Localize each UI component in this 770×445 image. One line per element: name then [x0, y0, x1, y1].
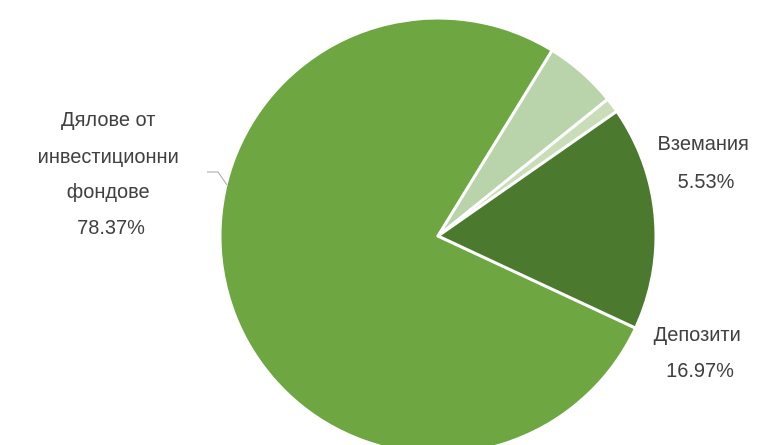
slice-label-receivables: Вземания 5.53% [658, 133, 755, 193]
slice-label-deposits: Депозити 16.97% [654, 324, 747, 382]
pie-slice-investment-funds [218, 16, 638, 445]
pie-slices [218, 16, 658, 445]
leader-line-investment-funds [207, 171, 228, 186]
slice-label-investment-funds: Дялове от инвестиционни фондове 78.37% [38, 109, 185, 239]
pie-slice-deposits [436, 109, 658, 330]
